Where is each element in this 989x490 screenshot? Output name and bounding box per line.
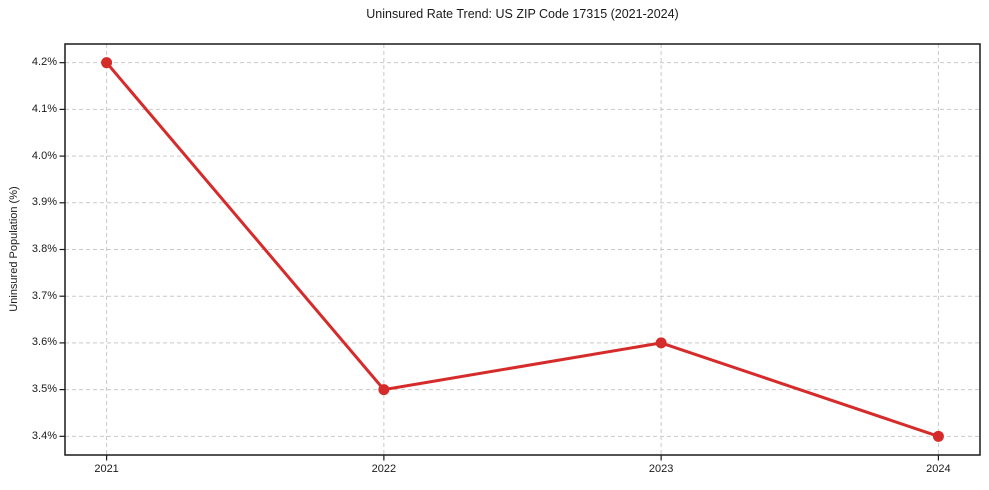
x-tick-label: 2024 xyxy=(926,463,951,475)
y-tick-label: 3.8% xyxy=(31,243,57,255)
x-tick-label: 2023 xyxy=(648,463,674,475)
x-tick-label: 2021 xyxy=(94,463,119,475)
y-tick-label: 3.4% xyxy=(31,429,57,442)
data-point-marker xyxy=(101,57,113,69)
y-tick-label: 3.6% xyxy=(31,336,57,349)
plot-area xyxy=(59,43,981,461)
y-tick-label: 4.2% xyxy=(31,56,57,69)
y-tick-label: 3.9% xyxy=(31,196,57,209)
trend-line xyxy=(105,61,940,438)
data-point-marker xyxy=(378,384,390,396)
plot-border xyxy=(64,43,981,456)
y-tick-label: 4.0% xyxy=(31,149,57,162)
y-tick-label: 4.1% xyxy=(31,102,57,115)
y-tick-label: 3.5% xyxy=(31,383,57,396)
x-tick-label: 2022 xyxy=(371,463,397,475)
data-point-marker xyxy=(932,430,944,442)
data-point-marker xyxy=(655,337,667,349)
chart-title: Uninsured Rate Trend: US ZIP Code 17315 … xyxy=(366,7,679,21)
y-tick-label: 3.7% xyxy=(31,289,57,302)
